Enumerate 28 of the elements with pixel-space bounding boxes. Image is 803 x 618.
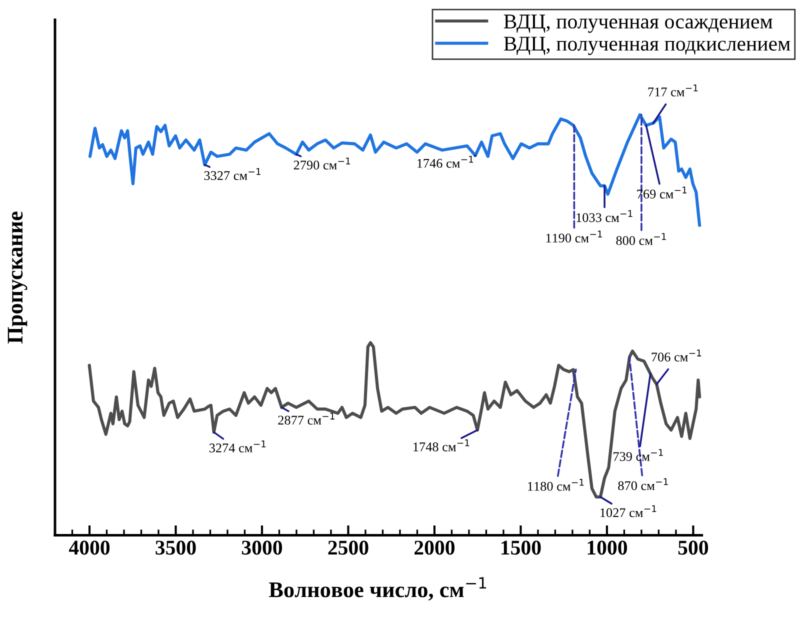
annotation: 2877 см$^{−1}$ [278,412,334,425]
x-tick-label: 500 [678,540,708,555]
annotation: 3327 см$^{−1}$ [204,168,260,180]
x-tick-label: 2500 [328,540,368,555]
y-axis-title: Пропускание [8,212,28,344]
annotation: 800 см$^{−1}$ [616,233,666,246]
annotation: 2790 см$^{−1}$ [294,158,350,170]
annotation: 1180 см$^{−1}$ [528,478,584,491]
x-axis-title: Волновое число, см$^{−1}$ [269,577,486,600]
annotation: 1748 см$^{−1}$ [414,439,470,452]
annotation: 706 см$^{−1}$ [652,350,702,362]
annotation: 1027 см$^{−1}$ [600,505,656,518]
x-tick-label: 1000 [588,540,627,555]
annotation: 769 см$^{−1}$ [637,186,687,199]
annotation: 1190 см$^{−1}$ [546,230,602,243]
x-tick-label: 1500 [502,540,541,555]
annotation: 1033 см$^{−1}$ [576,210,632,222]
annotation: 870 см$^{−1}$ [618,478,668,490]
annotation: 717 см$^{−1}$ [648,84,698,96]
x-tick-label: 3000 [242,540,282,555]
x-tick-label: 2000 [414,540,455,555]
x-tick-label: 3500 [156,540,196,555]
legend-label: ВДЦ, полученная осаждением [504,14,772,33]
annotation: 1746 см$^{−1}$ [417,156,474,168]
annotation: 739 см$^{−1}$ [614,449,663,461]
legend-label: ВДЦ, полученная подкислением [504,36,790,56]
x-tick-label: 4000 [68,540,110,555]
annotation: 3274 см$^{−1}$ [209,440,266,452]
